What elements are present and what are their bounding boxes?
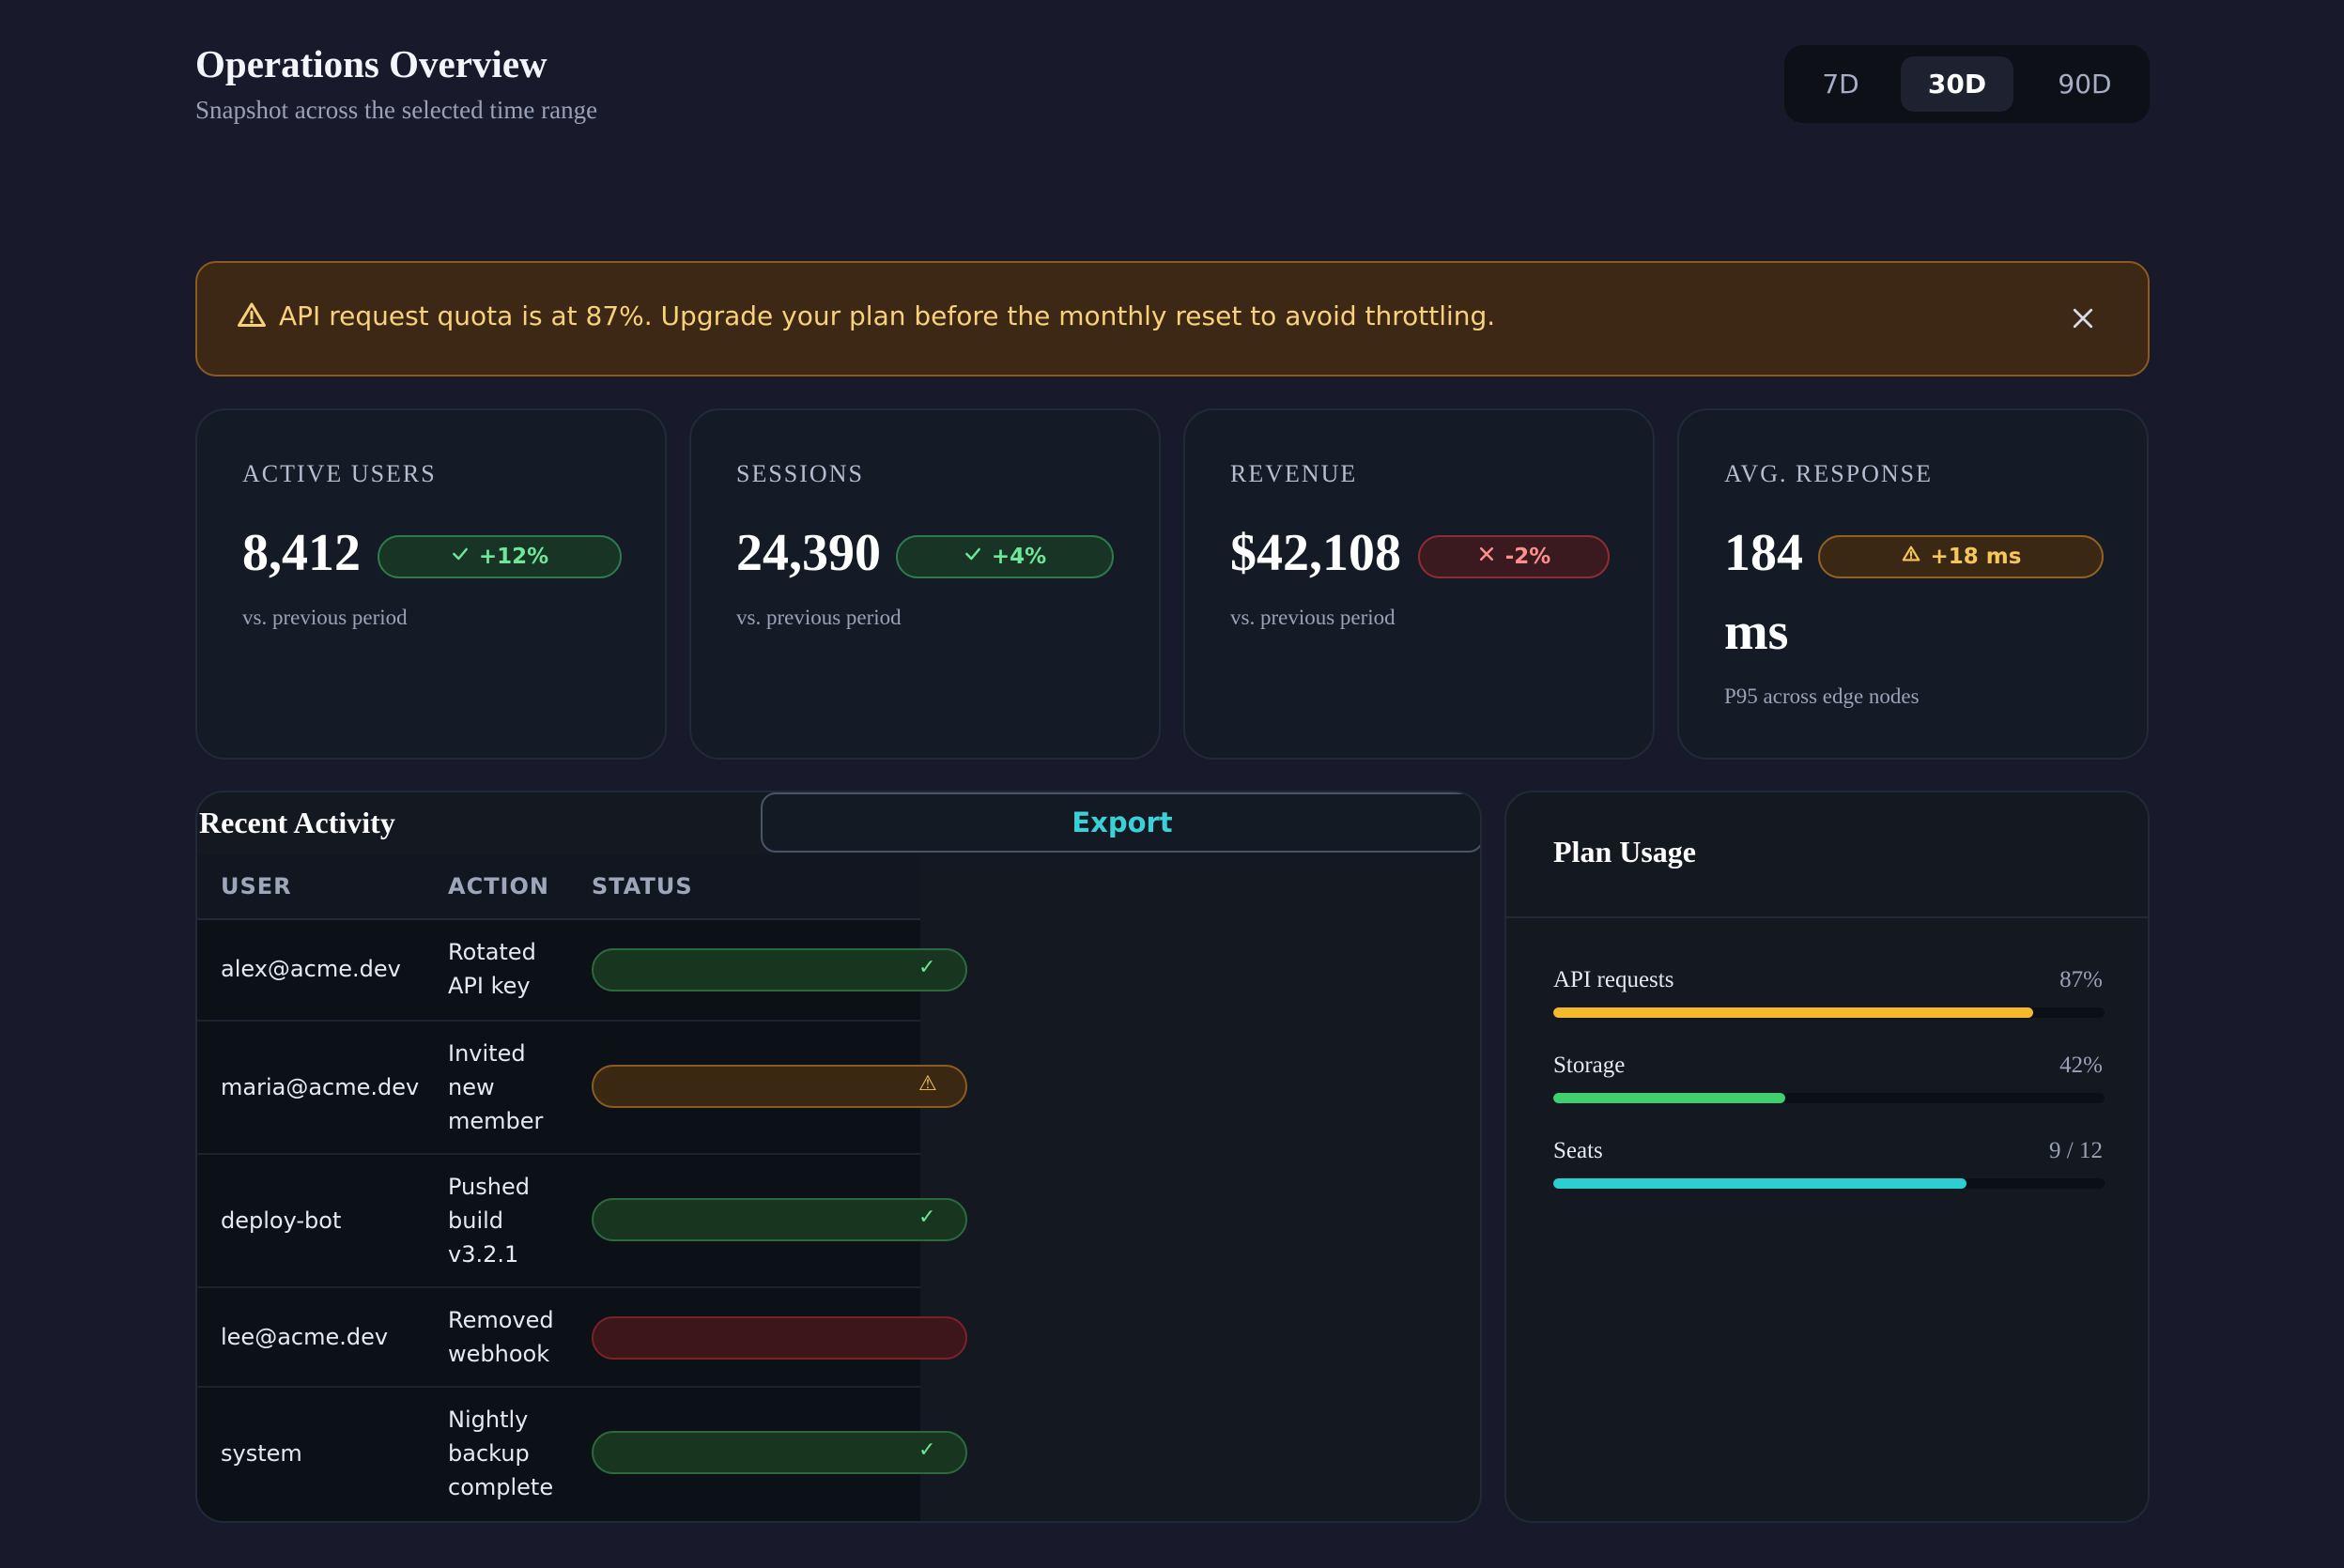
table-row[interactable]: system Nightly backup complete ✓ bbox=[197, 1388, 967, 1521]
metric-label: SESSIONS bbox=[736, 460, 864, 487]
status-pill: ✓ bbox=[592, 948, 967, 992]
row-user: deploy-bot bbox=[221, 1207, 342, 1234]
metric-card-active-users: ACTIVE USERS 8,412 +12% vs. previous per… bbox=[195, 408, 667, 760]
usage-value-storage: 42% bbox=[2059, 1053, 2103, 1078]
usage-bar-api-requests bbox=[1553, 1007, 2105, 1018]
activity-title: Recent Activity bbox=[199, 806, 395, 839]
metric-card-revenue: REVENUE $42,108 -2% vs. previous period bbox=[1183, 408, 1655, 760]
trend-value: +18 ms bbox=[1930, 545, 2022, 569]
metric-value-number: 184 bbox=[1724, 524, 1803, 582]
table-row[interactable]: maria@acme.dev Invited new member ⚠ bbox=[197, 1022, 967, 1155]
row-action: Nightly backup complete bbox=[448, 1407, 554, 1500]
recent-activity-panel: Recent Activity Export USER ACTION STATU… bbox=[195, 791, 1482, 1523]
status-pill: ⚠ bbox=[592, 1065, 967, 1108]
export-button[interactable]: Export bbox=[761, 792, 1480, 853]
row-user: system bbox=[221, 1440, 302, 1467]
trend-value: +12% bbox=[478, 545, 549, 569]
trend-badge: +4% bbox=[896, 535, 1114, 578]
metric-value: 8,412 bbox=[242, 524, 361, 582]
check-icon: ✓ bbox=[918, 1438, 936, 1462]
usage-fill bbox=[1553, 1007, 2033, 1018]
metric-note: vs. previous period bbox=[736, 606, 902, 629]
range-90d-button[interactable]: 90D bbox=[2058, 69, 2112, 100]
trend-value: +4% bbox=[991, 545, 1047, 569]
check-icon: ✓ bbox=[918, 1206, 936, 1229]
close-icon[interactable] bbox=[2069, 304, 2097, 332]
row-action: Invited new member bbox=[448, 1040, 544, 1134]
usage-bar-storage bbox=[1553, 1093, 2105, 1103]
metric-value: $42,108 bbox=[1230, 524, 1401, 582]
plan-usage-title: Plan Usage bbox=[1553, 835, 1696, 869]
warning-triangle-icon: ⚠ bbox=[918, 1072, 937, 1096]
metric-label: AVG. RESPONSE bbox=[1724, 460, 1934, 487]
trend-badge: +18 ms bbox=[1818, 535, 2104, 578]
plan-usage-panel: Plan Usage API requests 87% Storage 42% … bbox=[1504, 791, 2150, 1523]
warning-triangle-icon bbox=[235, 299, 269, 332]
page-subtitle: Snapshot across the selected time range bbox=[195, 96, 598, 124]
usage-fill bbox=[1553, 1178, 1967, 1189]
time-range-selector: 7D 30D 90D bbox=[1784, 45, 2150, 123]
check-icon bbox=[964, 545, 982, 569]
activity-table: USER ACTION STATUS alex@acme.dev Rotated… bbox=[197, 854, 967, 1521]
check-icon bbox=[451, 545, 470, 569]
metric-card-avg-response: AVG. RESPONSE 184 ms +18 ms P95 across ed… bbox=[1677, 408, 2149, 760]
range-30d-button[interactable]: 30D bbox=[1901, 56, 2013, 112]
usage-value-api-requests: 87% bbox=[2059, 967, 2103, 992]
usage-label-storage: Storage bbox=[1553, 1053, 1626, 1078]
metric-note: vs. previous period bbox=[1230, 606, 1396, 629]
status-pill: ✓ bbox=[592, 1198, 967, 1241]
metric-note: vs. previous period bbox=[242, 606, 408, 629]
quota-alert-banner: API request quota is at 87%. Upgrade you… bbox=[195, 261, 2150, 377]
trend-badge: +12% bbox=[378, 535, 622, 578]
metric-value: 24,390 bbox=[736, 524, 881, 582]
row-user: alex@acme.dev bbox=[221, 956, 401, 982]
metric-card-sessions: SESSIONS 24,390 +4% vs. previous period bbox=[689, 408, 1161, 760]
page-title: Operations Overview bbox=[195, 42, 547, 85]
row-user: lee@acme.dev bbox=[221, 1324, 389, 1350]
row-action: Rotated API key bbox=[448, 939, 536, 999]
usage-label-api-requests: API requests bbox=[1553, 967, 1674, 992]
metric-value: 184 ms bbox=[1724, 514, 1803, 671]
status-pill bbox=[592, 1316, 967, 1360]
usage-label-seats: Seats bbox=[1553, 1138, 1603, 1163]
x-icon bbox=[1477, 545, 1496, 569]
metric-value-unit: ms bbox=[1724, 603, 1789, 661]
table-header: USER ACTION STATUS bbox=[197, 854, 920, 920]
table-row[interactable]: alex@acme.dev Rotated API key ✓ bbox=[197, 920, 967, 1022]
row-action: Pushed build v3.2.1 bbox=[448, 1174, 530, 1268]
divider bbox=[1506, 916, 2148, 918]
trend-badge: -2% bbox=[1418, 535, 1610, 578]
row-action: Removed webhook bbox=[448, 1307, 554, 1367]
column-header-status: STATUS bbox=[592, 873, 693, 899]
check-icon: ✓ bbox=[918, 956, 936, 979]
usage-fill bbox=[1553, 1093, 1785, 1103]
row-user: maria@acme.dev bbox=[221, 1074, 420, 1100]
usage-bar-seats bbox=[1553, 1178, 2105, 1189]
metric-label: ACTIVE USERS bbox=[242, 460, 437, 487]
usage-value-seats: 9 / 12 bbox=[2049, 1138, 2103, 1163]
alert-message: API request quota is at 87%. Upgrade you… bbox=[279, 300, 1496, 331]
column-header-action: ACTION bbox=[448, 873, 549, 899]
range-7d-button[interactable]: 7D bbox=[1822, 69, 1859, 100]
table-row[interactable]: lee@acme.dev Removed webhook bbox=[197, 1288, 967, 1388]
warning-triangle-icon bbox=[1901, 544, 1921, 570]
column-header-user: USER bbox=[221, 873, 292, 899]
table-row[interactable]: deploy-bot Pushed build v3.2.1 ✓ bbox=[197, 1155, 967, 1288]
metric-note: P95 across edge nodes bbox=[1724, 684, 1920, 708]
metric-label: REVENUE bbox=[1230, 460, 1358, 487]
status-pill: ✓ bbox=[592, 1431, 967, 1474]
trend-value: -2% bbox=[1504, 545, 1551, 569]
